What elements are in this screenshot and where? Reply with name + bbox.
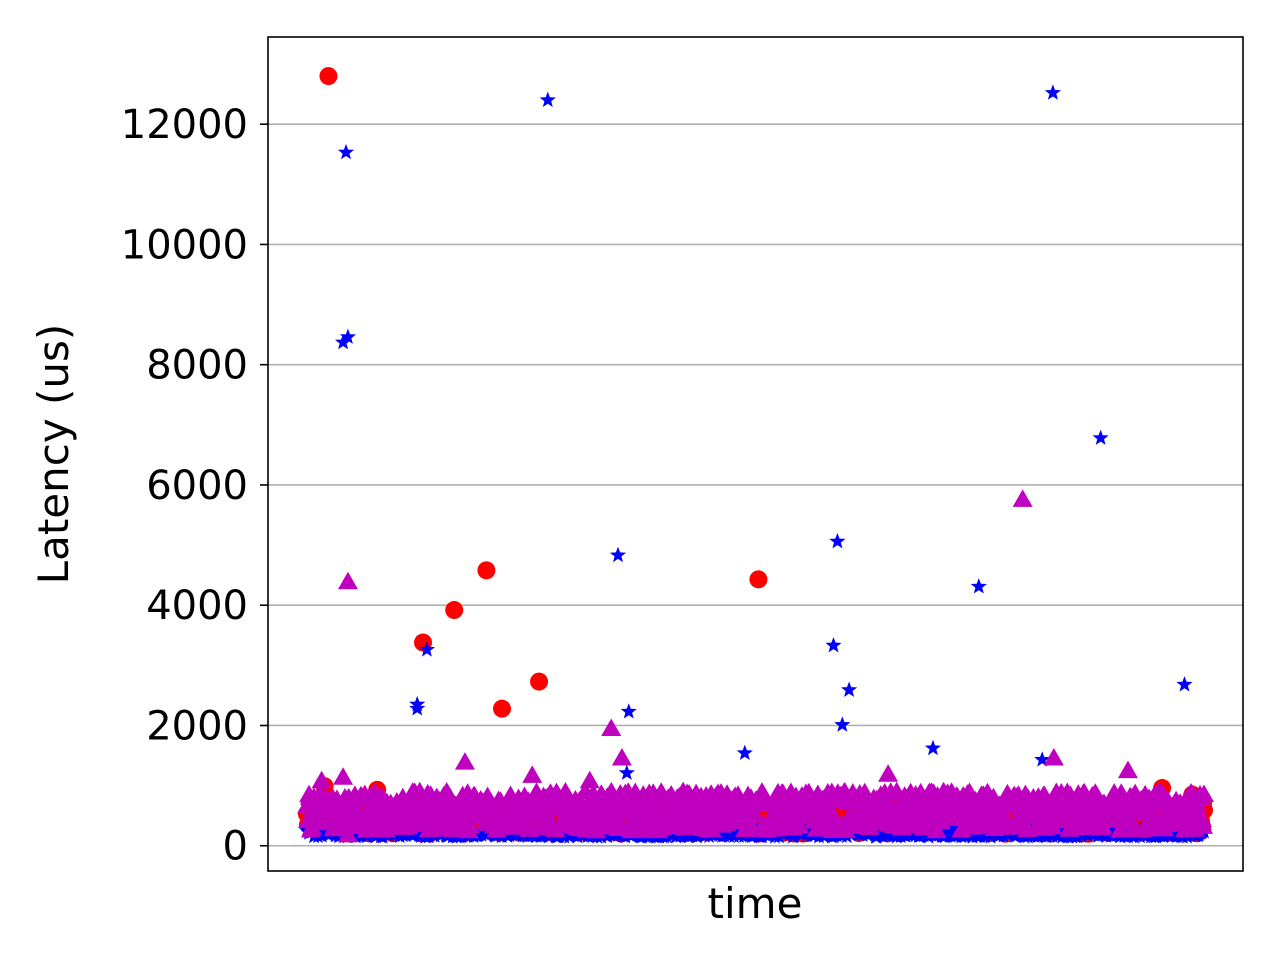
outlier-triangle — [579, 770, 600, 789]
outlier-triangle — [337, 824, 358, 843]
outlier-star — [1092, 429, 1109, 445]
outlier-star — [335, 334, 352, 350]
point-triangle — [1193, 816, 1214, 834]
gridlines — [268, 123, 1243, 847]
outlier-circle — [749, 570, 768, 589]
outlier-triangle — [878, 764, 899, 782]
outlier-star — [970, 578, 987, 594]
outlier-circle — [445, 601, 464, 620]
outlier-star — [620, 703, 637, 719]
y-axis-title: Latency (us) — [29, 324, 78, 585]
outlier-star — [339, 328, 356, 344]
outlier-star — [418, 641, 435, 657]
outlier-circle — [319, 67, 338, 86]
outlier-triangle — [333, 767, 354, 785]
point-triangle — [645, 804, 666, 822]
outlier-circle — [493, 699, 511, 718]
outlier-triangle — [522, 765, 543, 783]
point-triangle — [745, 805, 766, 823]
y-tick-label: 2000 — [146, 703, 248, 749]
outlier-star — [609, 546, 627, 563]
point-triangle — [913, 817, 934, 836]
outlier-circle — [530, 672, 549, 691]
y-tick-label: 4000 — [146, 583, 248, 629]
outlier-triangle — [601, 718, 622, 736]
outlier-triangle — [454, 752, 475, 770]
outlier-triangle — [337, 571, 358, 590]
outlier-triangle — [1012, 489, 1033, 507]
outlier-star — [1034, 751, 1051, 767]
outlier-star — [829, 533, 846, 549]
outlier-circle — [477, 561, 496, 580]
point-triangle — [1194, 784, 1214, 803]
outlier-star — [539, 91, 556, 107]
point-triangle — [1187, 796, 1208, 815]
point-triangle — [459, 815, 480, 834]
outlier-triangle — [611, 747, 632, 766]
outlier-star — [841, 681, 858, 697]
y-axis-ticks: 0 2000 4000 6000 8000 10000 12000 — [121, 102, 268, 870]
outlier-triangle — [1117, 760, 1138, 779]
plot-frame — [267, 36, 1244, 872]
outlier-triangle — [311, 770, 332, 789]
outlier-star — [924, 739, 941, 756]
y-tick-label: 6000 — [146, 463, 248, 509]
outlier-star — [834, 716, 851, 732]
outlier-triangle — [1043, 747, 1064, 766]
y-tick-label: 12000 — [121, 102, 248, 148]
point-triangle — [555, 781, 576, 800]
y-tick-label: 10000 — [121, 222, 248, 268]
y-tick-label: 0 — [223, 824, 248, 870]
outlier-star — [1044, 84, 1061, 100]
outlier-star — [409, 700, 426, 716]
y-tick-label: 8000 — [146, 343, 248, 389]
x-axis-title: time — [708, 879, 803, 928]
outlier-star — [825, 637, 842, 653]
outlier-star — [337, 143, 355, 160]
data-points — [297, 67, 1214, 844]
outlier-star — [1176, 676, 1193, 692]
outlier-star — [618, 764, 635, 780]
outlier-star — [736, 744, 753, 760]
